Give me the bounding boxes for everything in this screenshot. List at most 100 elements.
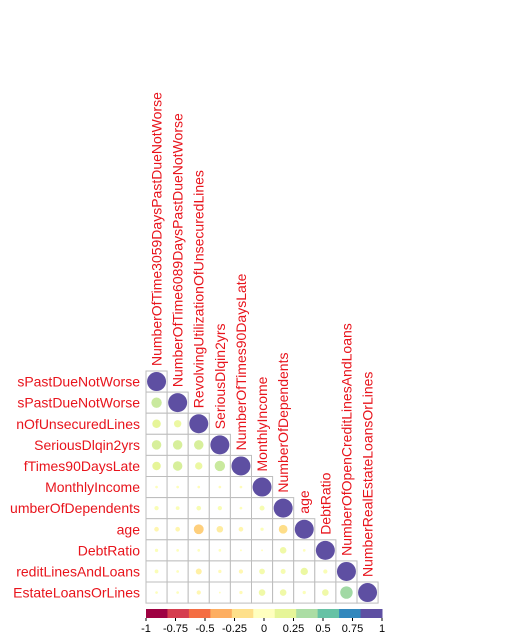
legend-swatch [146,609,168,618]
circle-4-4 [231,456,250,475]
circle-10-0 [155,591,158,594]
circle-8-3 [219,549,222,552]
legend-tick-label: -0.25 [222,623,247,635]
column-label: RevolvingUtilizationOfUnsecuredLines [191,170,207,408]
circle-4-1 [173,461,183,471]
circle-10-6 [280,589,287,596]
circle-4-2 [195,462,202,469]
circle-7-0 [154,527,159,532]
legend-tick-label: 0.75 [342,623,363,635]
legend-swatch [210,609,232,618]
legend-tick-label: 0.5 [315,623,330,635]
circle-9-7 [301,568,308,575]
circle-9-0 [155,570,159,574]
row-label: sPastDueNotWorse [17,395,140,411]
row-label: nOfUnsecuredLines [16,416,140,432]
circle-0-0 [147,372,166,391]
column-label: MonthlyIncome [254,376,270,471]
circle-1-1 [168,393,187,412]
circle-10-4 [239,591,242,594]
circle-2-0 [152,420,160,428]
circle-10-3 [219,592,221,594]
circle-7-5 [260,528,263,531]
circle-3-3 [210,435,229,454]
legend-tick-label: -0.75 [163,623,188,635]
row-label: fTimes90DaysLate [24,458,140,474]
circle-5-4 [240,486,243,489]
circle-10-2 [197,590,201,594]
legend-swatch [167,609,189,618]
legend-swatch [232,609,254,618]
circle-8-7 [303,549,306,552]
circle-5-3 [219,486,222,489]
circle-6-4 [240,507,243,510]
column-label: SeriousDlqin2yrs [212,323,228,429]
column-label: NumberOfTimes90DaysLate [233,273,249,450]
circle-9-4 [239,569,243,573]
legend-swatch [275,609,297,618]
circle-8-6 [280,547,287,554]
circle-9-9 [337,562,356,581]
circle-8-4 [240,549,242,551]
circle-7-7 [295,520,314,539]
column-label: NumberOfOpenCreditLinesAndLoans [338,323,354,556]
circle-9-5 [259,569,265,575]
legend-tick-label: 1 [379,623,385,635]
column-label: NumberOfTime6089DaysPastDueNotWorse [170,113,186,387]
circle-8-0 [155,549,158,552]
legend-swatch [296,609,318,618]
circle-10-1 [176,591,179,594]
circle-5-0 [155,486,158,489]
legend-swatch [189,609,211,618]
column-label: DebtRatio [317,472,333,534]
column-label: NumberOfTime3059DaysPastDueNotWorse [149,92,165,366]
circle-6-0 [154,506,158,510]
circle-6-5 [260,506,265,511]
circle-10-10 [358,583,377,602]
circle-7-1 [175,527,180,532]
row-label: SeriousDlqin2yrs [34,437,140,453]
circle-5-5 [253,478,272,497]
legend-tick-label: 0.25 [283,623,304,635]
row-label: reditLinesAndLoans [16,563,140,579]
circle-9-2 [196,568,202,574]
circle-6-6 [274,499,293,518]
row-label: EstateLoansOrLines [13,585,140,601]
row-label: age [117,521,141,537]
column-label: NumberOfDependents [275,353,291,493]
circle-9-6 [281,569,286,574]
circle-8-8 [316,541,335,560]
legend-swatch [339,609,361,618]
circle-10-7 [303,591,306,594]
circle-6-2 [196,506,201,511]
circle-7-6 [279,525,288,534]
circle-3-2 [194,440,204,450]
row-label: DebtRatio [78,542,140,558]
circle-9-1 [176,570,179,573]
legend-swatch [253,609,275,618]
circle-10-9 [340,586,352,598]
circle-9-8 [323,569,327,573]
circle-2-1 [174,420,181,427]
circle-9-3 [218,570,221,573]
circle-7-2 [194,524,204,534]
legend-swatch [361,609,383,618]
row-label: MonthlyIncome [45,479,140,495]
column-label: NumberRealEstateLoansOrLines [360,372,376,577]
row-labels: sPastDueNotWorse sPastDueNotWorse nOfUnsec… [10,374,140,601]
circle-2-2 [189,414,208,433]
column-label: age [296,490,312,514]
circle-8-1 [176,549,179,552]
circle-6-1 [176,506,180,510]
circle-3-0 [152,440,162,450]
circle-6-3 [218,506,222,510]
circle-4-3 [215,461,225,471]
color-legend: -1 -0.75 -0.5 -0.25 0 0.25 0.5 0.75 1 [141,609,385,635]
legend-tick-label: -0.5 [196,623,215,635]
circle-7-3 [217,526,224,533]
legend-swatch [318,609,340,618]
circle-5-2 [197,486,200,489]
circle-10-8 [322,589,329,596]
row-label: sPastDueNotWorse [17,374,140,390]
